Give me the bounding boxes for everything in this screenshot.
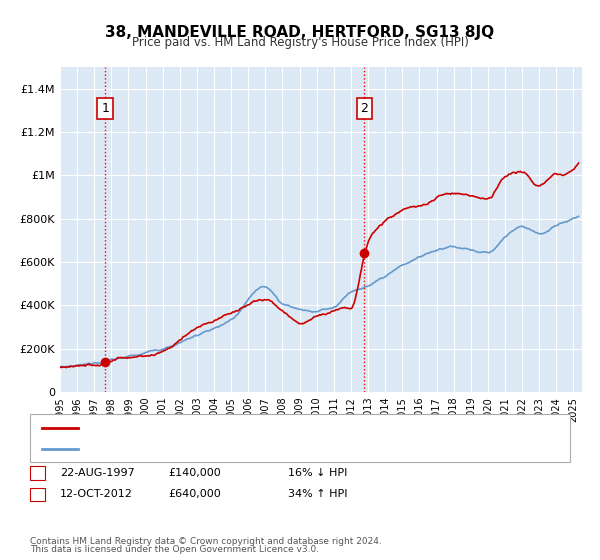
Text: £640,000: £640,000: [168, 489, 221, 500]
Text: 1: 1: [34, 468, 41, 478]
Text: 34% ↑ HPI: 34% ↑ HPI: [288, 489, 347, 500]
Text: 38, MANDEVILLE ROAD, HERTFORD, SG13 8JQ: 38, MANDEVILLE ROAD, HERTFORD, SG13 8JQ: [106, 25, 494, 40]
Text: 38, MANDEVILLE ROAD, HERTFORD, SG13 8JQ (detached house): 38, MANDEVILLE ROAD, HERTFORD, SG13 8JQ …: [84, 423, 417, 433]
Text: 12-OCT-2012: 12-OCT-2012: [60, 489, 133, 500]
Text: £140,000: £140,000: [168, 468, 221, 478]
Text: 22-AUG-1997: 22-AUG-1997: [60, 468, 135, 478]
Text: HPI: Average price, detached house, East Hertfordshire: HPI: Average price, detached house, East…: [84, 444, 372, 454]
Text: 1: 1: [101, 102, 109, 115]
Text: This data is licensed under the Open Government Licence v3.0.: This data is licensed under the Open Gov…: [30, 545, 319, 554]
Text: Contains HM Land Registry data © Crown copyright and database right 2024.: Contains HM Land Registry data © Crown c…: [30, 537, 382, 546]
Text: 16% ↓ HPI: 16% ↓ HPI: [288, 468, 347, 478]
Text: Price paid vs. HM Land Registry's House Price Index (HPI): Price paid vs. HM Land Registry's House …: [131, 36, 469, 49]
Text: 2: 2: [361, 102, 368, 115]
Text: 2: 2: [34, 489, 41, 500]
